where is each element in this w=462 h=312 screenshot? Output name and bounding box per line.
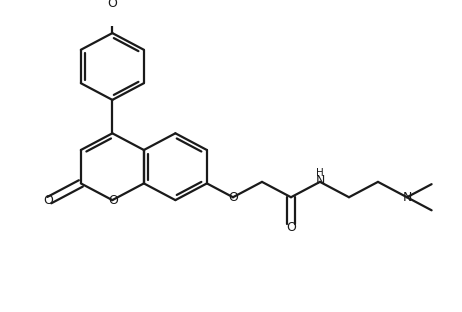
Text: O: O: [229, 191, 238, 204]
Text: O: O: [286, 221, 296, 233]
Text: N: N: [402, 191, 412, 204]
Text: O: O: [109, 194, 118, 207]
Text: O: O: [108, 0, 117, 10]
Text: O: O: [43, 194, 53, 207]
Text: N: N: [315, 174, 325, 188]
Text: H: H: [316, 168, 324, 178]
